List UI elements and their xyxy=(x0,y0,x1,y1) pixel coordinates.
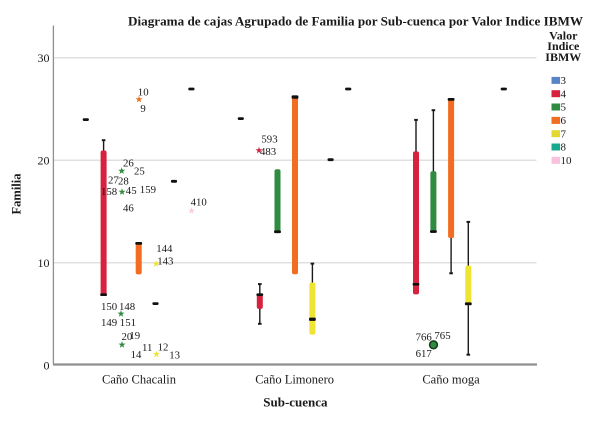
svg-text:7: 7 xyxy=(561,128,567,140)
svg-text:11: 11 xyxy=(142,342,152,354)
svg-text:158: 158 xyxy=(101,186,117,198)
svg-text:766: 766 xyxy=(416,331,433,343)
svg-text:149: 149 xyxy=(101,317,117,329)
svg-text:10: 10 xyxy=(561,155,573,167)
svg-text:765: 765 xyxy=(434,330,450,342)
svg-text:13: 13 xyxy=(169,350,180,362)
svg-text:IBMW: IBMW xyxy=(545,50,581,64)
svg-text:593: 593 xyxy=(261,134,277,146)
svg-text:159: 159 xyxy=(140,184,156,196)
svg-text:14: 14 xyxy=(131,349,142,361)
svg-text:148: 148 xyxy=(119,301,135,313)
svg-text:5: 5 xyxy=(561,102,567,114)
svg-text:10: 10 xyxy=(138,86,149,98)
svg-text:6: 6 xyxy=(561,115,567,127)
svg-text:Caño Limonero: Caño Limonero xyxy=(255,373,334,387)
svg-text:4: 4 xyxy=(561,88,567,100)
svg-text:144: 144 xyxy=(156,243,173,255)
svg-text:20: 20 xyxy=(122,331,133,343)
svg-text:150: 150 xyxy=(101,301,117,313)
svg-text:Caño Chacalin: Caño Chacalin xyxy=(102,373,177,387)
svg-text:Valor: Valor xyxy=(549,28,578,42)
svg-text:27: 27 xyxy=(108,175,119,187)
svg-text:46: 46 xyxy=(123,202,134,214)
svg-text:45: 45 xyxy=(126,185,137,197)
svg-text:26: 26 xyxy=(123,158,134,170)
svg-text:19: 19 xyxy=(129,330,140,342)
svg-text:410: 410 xyxy=(191,196,207,208)
svg-text:30: 30 xyxy=(38,51,50,65)
svg-text:9: 9 xyxy=(140,103,145,115)
svg-text:8: 8 xyxy=(561,142,567,154)
svg-text:143: 143 xyxy=(157,255,173,267)
svg-text:3: 3 xyxy=(561,75,567,87)
svg-text:10: 10 xyxy=(38,256,50,270)
svg-text:12: 12 xyxy=(158,341,169,353)
svg-text:617: 617 xyxy=(416,348,433,360)
svg-text:0: 0 xyxy=(44,358,50,372)
svg-text:20: 20 xyxy=(38,154,50,168)
svg-text:Familia: Familia xyxy=(10,173,24,215)
svg-text:Indice: Indice xyxy=(547,39,580,53)
svg-text:28: 28 xyxy=(118,175,129,187)
svg-text:Diagrama de cajas Agrupado de: Diagrama de cajas Agrupado de Familia po… xyxy=(128,13,583,28)
svg-text:483: 483 xyxy=(260,146,276,158)
svg-text:151: 151 xyxy=(120,317,136,329)
svg-text:Sub-cuenca: Sub-cuenca xyxy=(263,395,328,410)
svg-text:Caño moga: Caño moga xyxy=(422,373,480,387)
svg-text:25: 25 xyxy=(134,166,145,178)
